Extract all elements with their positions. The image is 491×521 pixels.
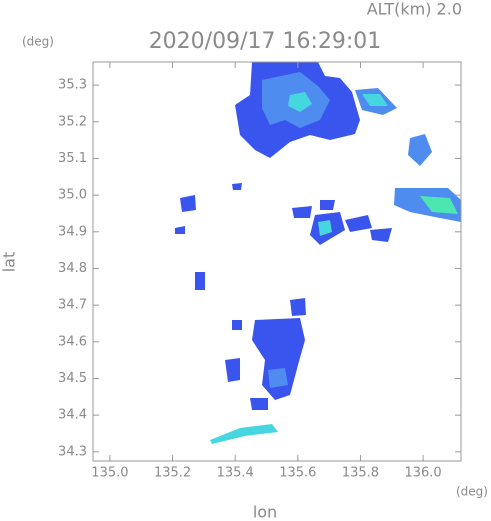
x-tick-label: 135.2 xyxy=(154,466,191,481)
y-unit: (deg) xyxy=(22,35,54,49)
y-tick-label: 35.2 xyxy=(58,114,87,129)
y-tick-label: 34.3 xyxy=(58,444,87,459)
y-tick-label: 34.8 xyxy=(58,261,87,276)
chart-title: 2020/09/17 16:29:01 xyxy=(149,29,382,54)
radar-echoes xyxy=(175,62,461,444)
y-tick-label: 34.9 xyxy=(58,224,87,239)
plot-frame xyxy=(92,61,462,462)
x-tick-label: 135.6 xyxy=(279,466,316,481)
x-tick-label: 135.4 xyxy=(217,466,254,481)
y-tick-label: 34.4 xyxy=(58,408,87,423)
y-tick-label: 35.1 xyxy=(58,151,87,166)
y-axis-label: lat xyxy=(0,252,19,273)
y-tick-label: 35.0 xyxy=(58,188,87,203)
x-tick-label: 136.0 xyxy=(404,466,441,481)
y-tick-label: 34.5 xyxy=(58,371,87,386)
x-tick-label: 135.8 xyxy=(342,466,379,481)
altitude-label: ALT(km) 2.0 xyxy=(367,0,462,19)
y-tick-label: 34.6 xyxy=(58,334,87,349)
x-tick-label: 135.0 xyxy=(91,466,128,481)
y-tick-label: 34.7 xyxy=(58,298,87,313)
y-tick-label: 35.3 xyxy=(58,78,87,93)
x-unit: (deg) xyxy=(456,485,488,499)
x-axis-label: lon xyxy=(253,503,277,521)
